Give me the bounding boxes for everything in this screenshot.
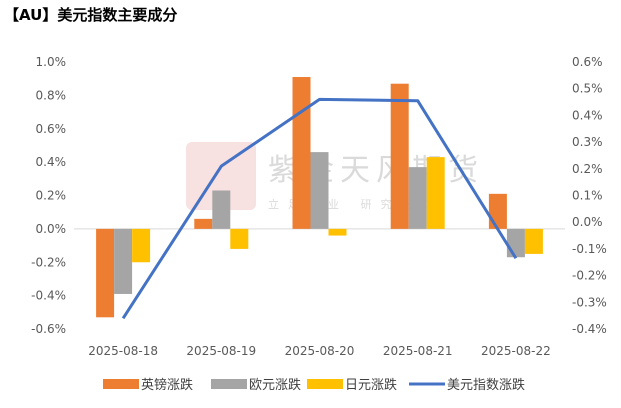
left-tick-label: -0.6% bbox=[31, 322, 66, 336]
bar bbox=[524, 228, 543, 254]
right-tick-label: -0.1% bbox=[572, 242, 607, 256]
right-tick-label: 0.0% bbox=[572, 215, 603, 229]
left-tick-label: 0.4% bbox=[36, 155, 67, 169]
left-tick-label: 0.0% bbox=[36, 222, 67, 236]
bar bbox=[194, 218, 213, 229]
legend: 英镑涨跌 欧元涨跌 日元涨跌 美元指数涨跌 bbox=[103, 377, 525, 393]
legend-swatch bbox=[307, 379, 343, 389]
legend-swatch bbox=[211, 379, 247, 389]
bar bbox=[310, 152, 329, 229]
line-series bbox=[121, 97, 518, 320]
x-tick-label: 2025-08-19 bbox=[186, 344, 256, 358]
left-tick-label: 1.0% bbox=[36, 55, 67, 69]
x-axis: 2025-08-18 2025-08-19 2025-08-20 2025-08-21… bbox=[88, 344, 551, 358]
bar bbox=[328, 228, 347, 236]
right-tick-label: -0.4% bbox=[572, 322, 607, 336]
left-tick-label: -0.4% bbox=[31, 289, 66, 303]
left-tick-label: -0.2% bbox=[31, 255, 66, 269]
right-tick-label: 0.3% bbox=[572, 135, 603, 149]
right-tick-label: 0.4% bbox=[572, 108, 603, 122]
bar bbox=[426, 157, 445, 229]
bar bbox=[390, 83, 409, 229]
right-tick-label: 0.2% bbox=[572, 162, 603, 176]
legend-label: 欧元涨跌 bbox=[249, 377, 301, 393]
bar bbox=[488, 193, 507, 229]
right-tick-label: 0.1% bbox=[572, 189, 603, 203]
bar bbox=[408, 167, 427, 229]
right-axis: -0.4% -0.3% -0.2% -0.1% 0.0% 0.1% 0.2% 0.3% 0.4%… bbox=[572, 55, 607, 336]
bar bbox=[230, 228, 249, 249]
x-tick-label: 2025-08-18 bbox=[88, 344, 158, 358]
bar bbox=[292, 77, 311, 229]
bars bbox=[96, 77, 543, 318]
bar bbox=[114, 228, 133, 294]
bar bbox=[506, 228, 525, 258]
x-tick-label: 2025-08-21 bbox=[383, 344, 453, 358]
legend-swatch bbox=[103, 379, 139, 389]
legend-label: 英镑涨跌 bbox=[141, 377, 193, 393]
bar bbox=[132, 228, 151, 263]
right-tick-label: 0.6% bbox=[572, 55, 603, 69]
x-tick-label: 2025-08-22 bbox=[481, 344, 551, 358]
line-layer bbox=[121, 97, 518, 320]
x-tick-label: 2025-08-20 bbox=[285, 344, 355, 358]
legend-label: 美元指数涨跌 bbox=[447, 377, 525, 393]
left-axis: -0.6% -0.4% -0.2% 0.0% 0.2% 0.4% 0.6% 0.8% 1.0% bbox=[31, 55, 66, 336]
left-tick-label: 0.8% bbox=[36, 88, 67, 102]
right-tick-label: -0.2% bbox=[572, 269, 607, 283]
bar bbox=[96, 228, 115, 318]
left-tick-label: 0.6% bbox=[36, 122, 67, 136]
left-tick-label: 0.2% bbox=[36, 189, 67, 203]
right-tick-label: 0.5% bbox=[572, 82, 603, 96]
legend-label: 日元涨跌 bbox=[345, 377, 397, 393]
bar bbox=[212, 190, 231, 229]
chart-title: 【AU】美元指数主要成分 bbox=[4, 6, 178, 24]
right-tick-label: -0.3% bbox=[572, 295, 607, 309]
